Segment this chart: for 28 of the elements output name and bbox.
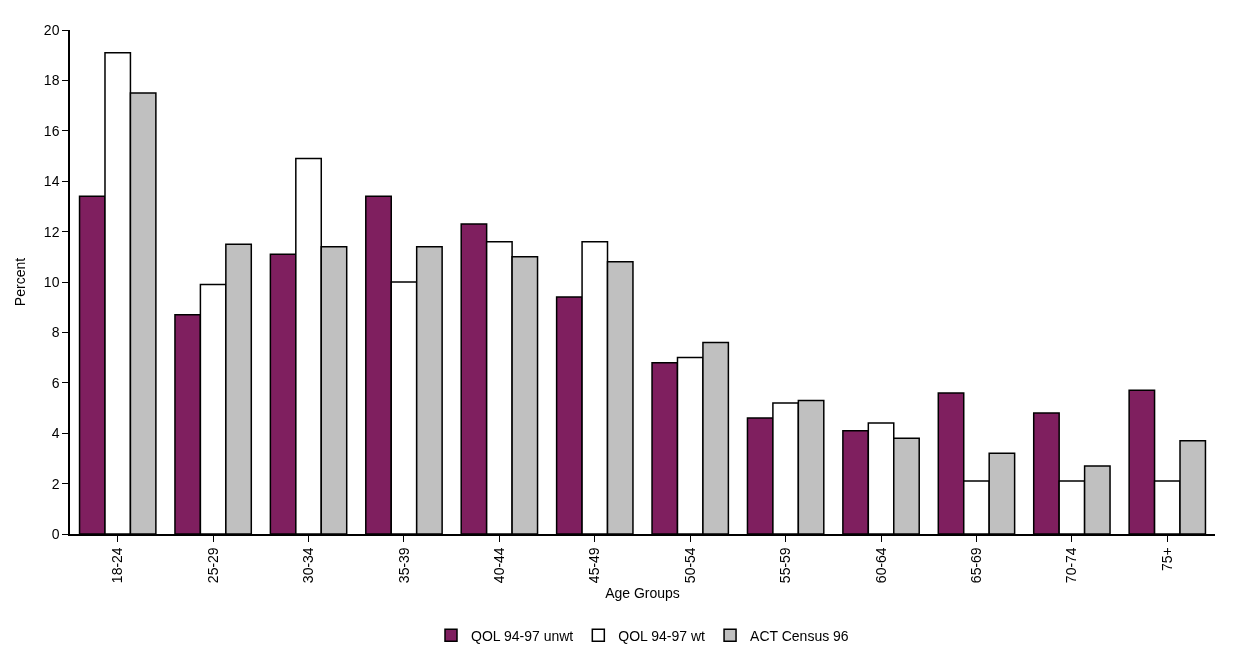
y-tick-label: 4 (51, 425, 60, 442)
x-tick-label: 25-29 (204, 547, 221, 584)
y-tick-label: 10 (43, 273, 60, 290)
y-tick-label: 6 (51, 374, 60, 391)
x-tick-label: 30-34 (300, 547, 317, 584)
y-tick-label: 18 (43, 72, 60, 89)
x-tick-label: 35-39 (395, 547, 412, 584)
y-axis-title: Percent (11, 257, 28, 307)
x-tick-label: 60-64 (872, 547, 889, 584)
y-tick-label: 0 (51, 525, 60, 542)
y-tick-label: 14 (43, 173, 60, 190)
x-tick-label: 18-24 (109, 547, 126, 584)
legend-label: QOL 94-97 wt (618, 627, 706, 644)
x-tick-label: 50-54 (681, 547, 698, 584)
legend-label: QOL 94-97 unwt (471, 627, 574, 644)
x-tick-label: 65-69 (968, 547, 985, 584)
y-tick-label: 16 (43, 122, 60, 139)
x-tick-label: 40-44 (490, 547, 507, 584)
x-tick-label: 75+ (1158, 547, 1175, 572)
x-tick-label: 45-49 (586, 547, 603, 584)
y-tick-label: 2 (51, 475, 60, 492)
x-tick-label: 55-59 (777, 547, 794, 584)
y-tick-label: 20 (43, 21, 60, 38)
x-tick-label: 70-74 (1063, 547, 1080, 584)
y-tick-label: 12 (43, 223, 60, 240)
x-axis-title: Age Groups (605, 584, 680, 601)
legend-label: ACT Census 96 (750, 627, 849, 644)
y-tick-label: 8 (51, 324, 60, 341)
